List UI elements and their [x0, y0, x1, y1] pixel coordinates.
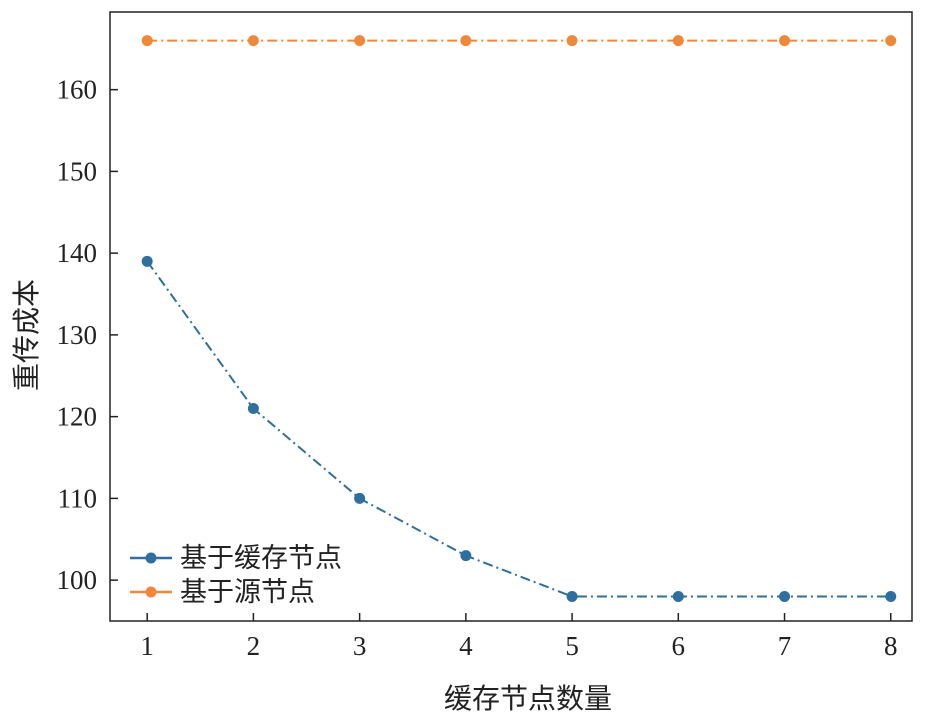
x-tick-label: 1 — [140, 631, 154, 661]
x-tick-label: 6 — [672, 631, 686, 661]
x-tick-label: 5 — [565, 631, 579, 661]
data-point — [141, 255, 153, 267]
data-point — [566, 35, 578, 47]
data-point — [247, 35, 259, 47]
legend-label: 基于缓存节点 — [180, 543, 342, 574]
data-point — [885, 35, 897, 47]
y-tick-label: 100 — [57, 565, 98, 595]
data-point — [672, 590, 684, 602]
x-tick-label: 4 — [459, 631, 473, 661]
data-point — [779, 590, 791, 602]
y-axis-title: 重传成本 — [10, 279, 43, 391]
data-point — [566, 590, 578, 602]
data-point — [141, 35, 153, 47]
legend-marker — [145, 552, 157, 564]
y-tick-label: 110 — [58, 483, 98, 513]
y-tick-label: 150 — [57, 156, 98, 186]
data-point — [672, 35, 684, 47]
x-tick-label: 7 — [778, 631, 792, 661]
plot-frame — [109, 11, 913, 622]
x-tick-label: 2 — [247, 631, 261, 661]
data-point — [460, 35, 472, 47]
x-tick-label: 3 — [353, 631, 367, 661]
data-point — [354, 35, 366, 47]
series-2 — [141, 35, 897, 47]
data-point — [247, 402, 259, 414]
x-tick-label: 8 — [884, 631, 898, 661]
series-line — [146, 260, 891, 598]
y-tick-label: 160 — [57, 75, 98, 105]
y-axis: 100 110 120 130 140 150 160 — [57, 75, 118, 595]
series-1 — [141, 255, 897, 602]
x-axis-title: 缓存节点数量 — [444, 682, 612, 715]
y-tick-label: 140 — [57, 238, 98, 268]
legend-marker — [145, 586, 157, 598]
data-point — [460, 550, 472, 562]
legend-label: 基于源节点 — [180, 577, 315, 608]
series-layer — [141, 35, 897, 602]
legend-item: 基于源节点 — [130, 577, 315, 608]
data-point — [354, 492, 366, 504]
y-tick-label: 130 — [57, 320, 98, 350]
legend-item: 基于缓存节点 — [130, 543, 342, 574]
x-axis: 1 2 3 4 5 6 7 8 — [140, 613, 898, 661]
y-tick-label: 120 — [57, 402, 98, 432]
data-point — [885, 590, 897, 602]
data-point — [779, 35, 791, 47]
